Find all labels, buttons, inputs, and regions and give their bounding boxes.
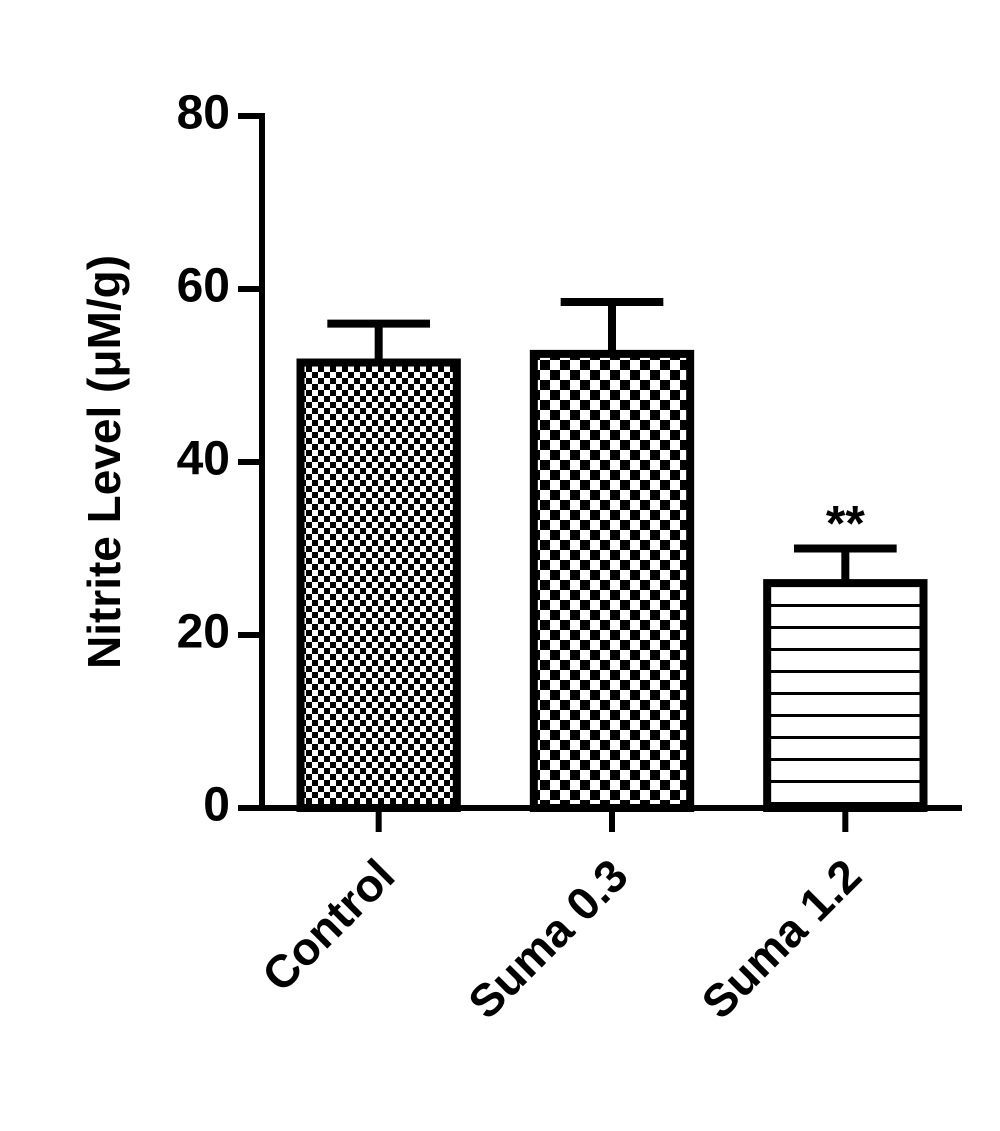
y-tick-label: 20	[177, 606, 230, 659]
y-tick-label: 0	[203, 779, 230, 832]
bar	[529, 349, 695, 812]
bar	[296, 358, 461, 812]
x-tick-label: Suma 1.2	[691, 849, 871, 1029]
y-axis-label: Nitrite Level (μM/g)	[78, 255, 130, 669]
y-tick-label: 60	[177, 260, 230, 313]
x-tick-label: Control	[252, 849, 404, 1001]
bar	[763, 579, 928, 812]
y-tick-label: 40	[177, 433, 230, 486]
y-tick-label: 80	[177, 87, 230, 140]
significance-annotation: **	[826, 496, 865, 552]
x-tick-label: Suma 0.3	[458, 849, 638, 1029]
